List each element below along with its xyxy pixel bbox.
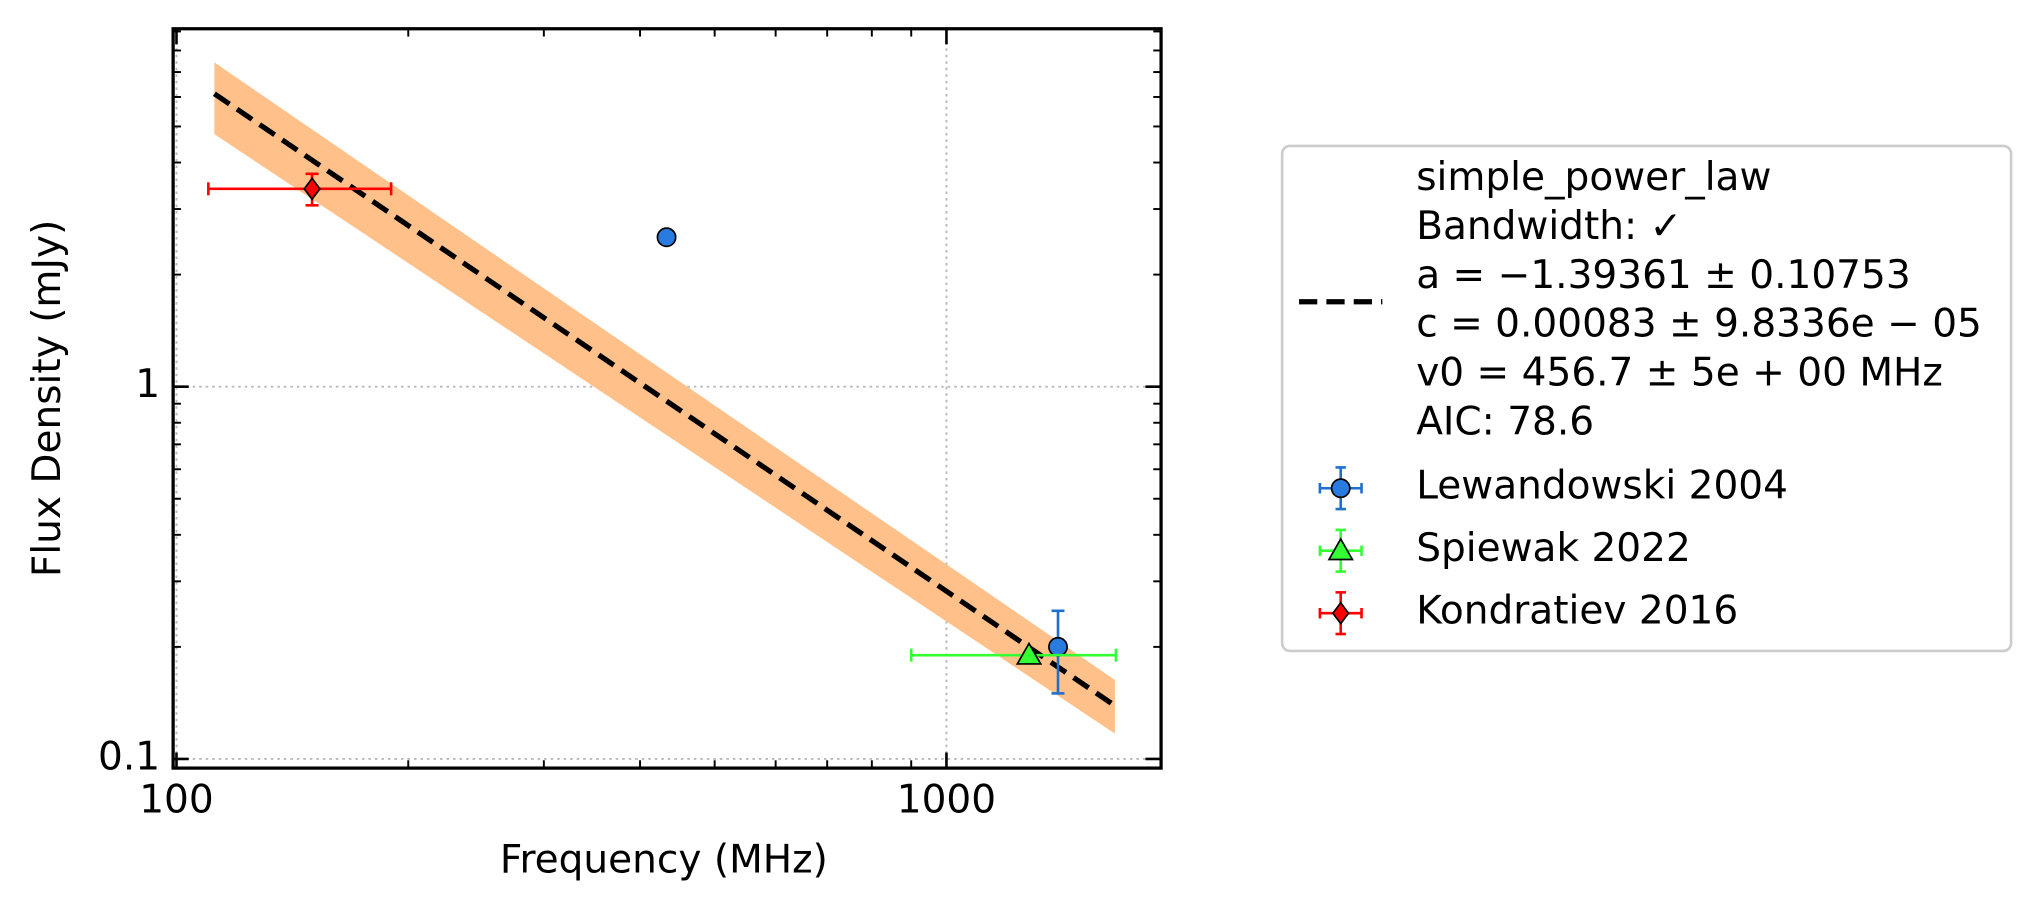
- marker: [1015, 641, 1043, 665]
- legend-label: Lewandowski 2004: [1416, 464, 1788, 509]
- legend-marker: [1327, 537, 1354, 561]
- legend-fit-label: a = −1.39361 ± 0.10753: [1416, 253, 1910, 298]
- marker: [656, 227, 677, 248]
- legend-fit-label: c = 0.00083 ± 9.8336e − 05: [1416, 302, 1982, 347]
- legend-fit-label: v0 = 456.7 ± 5e + 00 MHz: [1416, 350, 1943, 395]
- legend-label: Kondratiev 2016: [1416, 589, 1738, 634]
- marker: [1048, 636, 1068, 657]
- legend-fit-label: Bandwidth: ✓: [1416, 204, 1682, 249]
- legend-marker: [1331, 601, 1350, 626]
- legend-label: Spiewak 2022: [1416, 526, 1691, 571]
- fit-band: [214, 62, 1115, 734]
- x-axis-label: Frequency (MHz): [500, 837, 828, 882]
- fit-line: [212, 91, 1117, 708]
- y-axis-label: Flux Density (mJy): [25, 220, 70, 577]
- marker: [303, 176, 321, 201]
- x-tick-label: 100: [139, 777, 214, 822]
- y-tick-label: 1: [135, 362, 160, 407]
- legend-box: [1280, 144, 2013, 653]
- x-tick-label: 1000: [897, 777, 996, 822]
- plot-frame: [171, 27, 1163, 770]
- legend-fit-label: simple_power_law: [1416, 155, 1771, 200]
- y-tick-label: 0.1: [98, 734, 160, 779]
- legend-fit-label: AIC: 78.6: [1416, 399, 1594, 444]
- legend-marker: [1330, 478, 1351, 499]
